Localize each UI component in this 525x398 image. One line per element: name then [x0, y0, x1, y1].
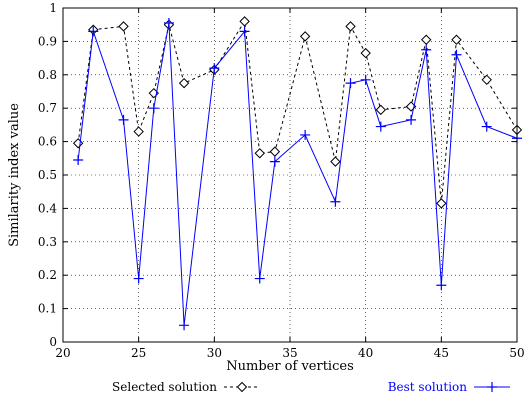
data-point	[436, 198, 447, 209]
legend: Selected solution Best solution	[112, 380, 510, 394]
data-point	[148, 103, 159, 114]
x-tick-label: 30	[207, 346, 222, 360]
series-line	[77, 22, 518, 326]
y-tick-label: 0	[49, 335, 57, 349]
x-tick-label: 40	[358, 346, 373, 360]
data-point	[73, 154, 84, 165]
data-point	[239, 26, 250, 37]
x-tick-label: 25	[131, 346, 146, 360]
data-point	[254, 148, 265, 159]
data-point	[345, 21, 356, 32]
legend-label-best-solution: Best solution	[388, 380, 468, 394]
data-point	[300, 129, 311, 140]
legend-label-selected-solution: Selected solution	[112, 380, 217, 394]
data-point	[481, 121, 492, 132]
data-point	[239, 16, 250, 27]
y-tick-label: 0.2	[38, 268, 57, 282]
data-point	[269, 156, 280, 167]
data-point	[118, 114, 129, 125]
x-axis-label: Number of vertices	[226, 359, 354, 374]
data-point	[436, 280, 447, 291]
data-point	[360, 74, 371, 85]
y-tick-label: 0.6	[38, 135, 57, 149]
y-tick-label: 0.7	[38, 101, 57, 115]
x-tick-label: 45	[434, 346, 449, 360]
data-point	[209, 63, 220, 74]
data-point	[330, 156, 341, 167]
series-line	[77, 19, 518, 204]
data-point	[72, 138, 84, 149]
x-tick-label: 35	[282, 346, 297, 360]
data-point	[88, 26, 99, 37]
data-point	[118, 21, 129, 32]
y-tick-label: 0.1	[38, 302, 57, 316]
data-point	[179, 320, 190, 331]
tick-labels: 0 0.1 0.2 0.3 0.4 0.5 0.6 0.7 0.8 0.9 1 20 25 30 35 40 4…	[38, 1, 525, 360]
data-point	[375, 121, 386, 132]
y-tick-label: 0.4	[38, 201, 57, 215]
series-layer	[72, 16, 523, 331]
y-tick-label: 1	[49, 1, 57, 15]
data-point	[481, 74, 492, 86]
data-point	[375, 104, 387, 116]
y-tick-label: 0.3	[38, 235, 57, 249]
y-tick-label: 0.9	[38, 34, 57, 48]
series-selected-solution	[72, 16, 523, 209]
data-point	[269, 146, 281, 157]
legend-marker-best-solution	[487, 382, 497, 392]
data-point	[345, 78, 356, 89]
data-point	[254, 273, 265, 284]
data-point	[178, 77, 190, 89]
x-tick-label: 50	[509, 346, 524, 360]
plot-frame	[62, 7, 518, 343]
data-point	[163, 18, 174, 29]
data-point	[451, 49, 462, 60]
y-tick-label: 0.5	[38, 168, 57, 182]
data-point	[451, 34, 462, 45]
data-point	[133, 126, 144, 137]
legend-marker-selected-solution	[236, 381, 248, 393]
data-point	[420, 34, 432, 45]
data-point	[330, 196, 341, 207]
y-tick-label: 0.8	[38, 68, 57, 82]
data-point	[406, 114, 417, 125]
series-best-solution	[73, 18, 522, 331]
y-axis-label: Similarity index value	[7, 103, 22, 247]
data-point	[133, 273, 144, 284]
x-tick-label: 20	[55, 346, 70, 360]
data-point	[360, 47, 371, 59]
data-point	[299, 31, 311, 42]
data-point	[421, 44, 432, 55]
